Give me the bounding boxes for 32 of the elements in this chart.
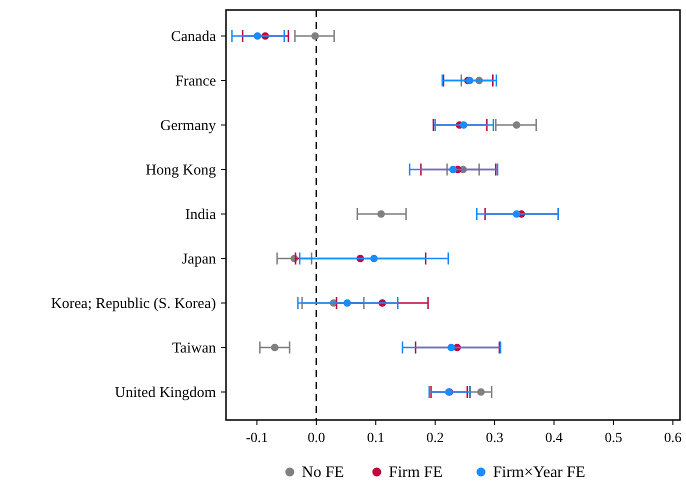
point [270, 344, 279, 352]
y-tick-label: Germany [160, 118, 216, 134]
y-tick-label: Canada [171, 29, 216, 45]
x-tick-label: 0.1 [367, 431, 384, 446]
point [449, 166, 457, 174]
point [254, 32, 262, 40]
y-tick-label: United Kingdom [114, 385, 216, 401]
x-tick-label: 0.2 [426, 431, 444, 446]
point [460, 121, 468, 129]
point [477, 388, 485, 396]
x-tick-label: 0.5 [604, 431, 622, 446]
y-tick-label: Taiwan [172, 340, 216, 356]
x-tick-label: 0.6 [664, 431, 682, 446]
y-tick-label: Japan [182, 252, 216, 268]
y-tick-label: Hong Kong [146, 162, 216, 178]
x-tick-label: 0.4 [545, 431, 563, 446]
legend-label: Firm×Year FE [493, 464, 586, 481]
legend-label: Firm FE [388, 464, 443, 481]
y-tick-label: France [175, 74, 216, 90]
x-tick-label: 0.0 [308, 431, 326, 446]
point [370, 254, 378, 262]
y-tick-label: India [185, 207, 216, 223]
legend-label: No FE [302, 464, 344, 481]
point [377, 210, 385, 218]
point [512, 210, 520, 218]
point [311, 32, 319, 40]
x-tick-label: -0.1 [246, 431, 268, 446]
y-tick-label: Korea; Republic (S. Korea) [51, 296, 216, 312]
point [343, 299, 352, 307]
x-tick-label: 0.3 [486, 431, 504, 446]
point [447, 344, 456, 352]
point [512, 121, 520, 129]
